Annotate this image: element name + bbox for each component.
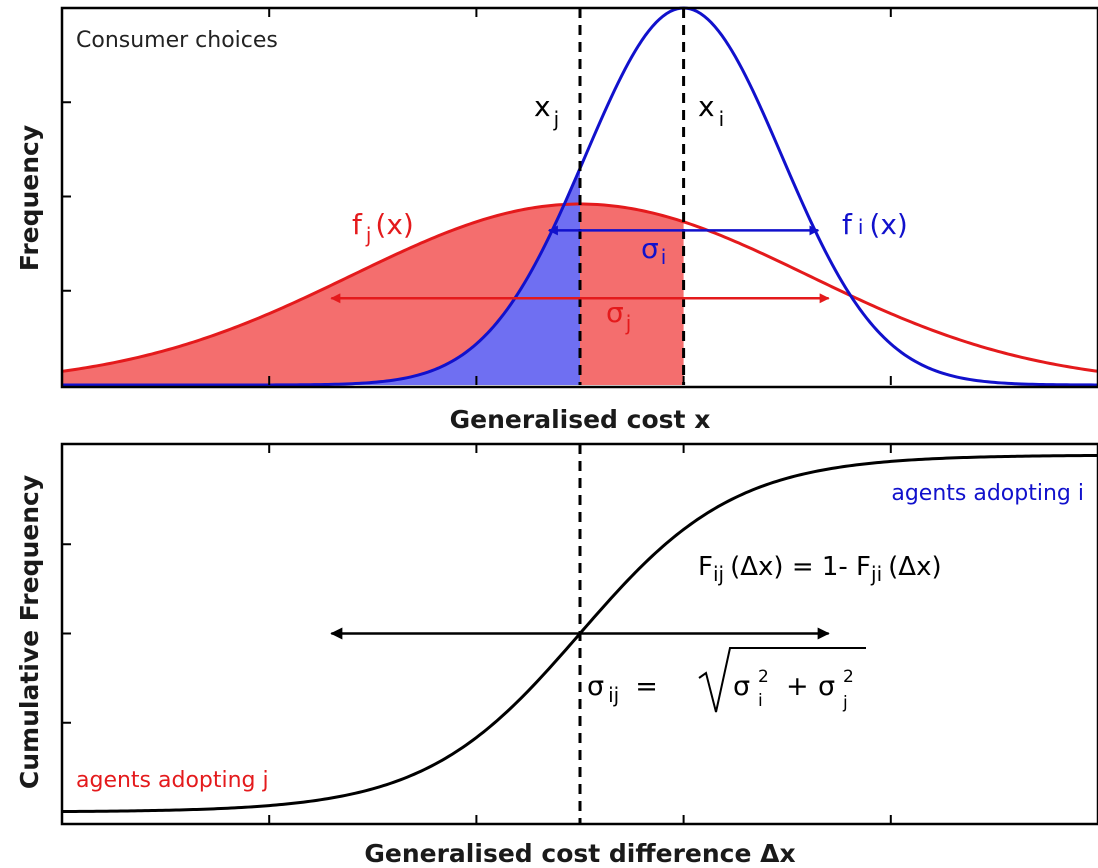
svg-text:j: j xyxy=(842,693,848,713)
svg-text:σ: σ xyxy=(733,671,750,702)
agents-i-annotation: agents adopting i xyxy=(891,481,1084,506)
svg-text:σ: σ xyxy=(818,671,835,702)
bottom-x-axis-label: Generalised cost difference Δx xyxy=(364,839,795,868)
sqrt-sign xyxy=(698,647,866,713)
svg-text:2: 2 xyxy=(758,667,769,687)
bottom-y-axis-label: Cumulative Frequency xyxy=(15,475,44,789)
top-y-axis-label: Frequency xyxy=(15,125,44,271)
svg-text:σij=: σ ij = xyxy=(587,671,658,707)
top-x-axis-label: Generalised cost x xyxy=(450,405,711,434)
bottom-panel: agents adopting i agents adopting j Fij(… xyxy=(15,442,1098,868)
svg-text:i: i xyxy=(758,691,763,711)
fj-label: f j (x) xyxy=(352,208,414,247)
fi-label: f i (x) xyxy=(842,208,908,241)
cdf-equation: Fij (Δx) = 1- Fji (Δx) xyxy=(698,552,942,586)
shaded-area-1 xyxy=(62,168,580,385)
svg-text:2: 2 xyxy=(843,667,854,687)
agents-j-annotation: agents adopting j xyxy=(76,768,269,793)
svg-text:+: + xyxy=(786,671,809,702)
top-annotation: Consumer choices xyxy=(76,28,278,53)
shaded-area-0 xyxy=(62,204,580,385)
sigma-ij-equation: σ ij = σ 2 i + σ 2 j xyxy=(587,647,866,713)
